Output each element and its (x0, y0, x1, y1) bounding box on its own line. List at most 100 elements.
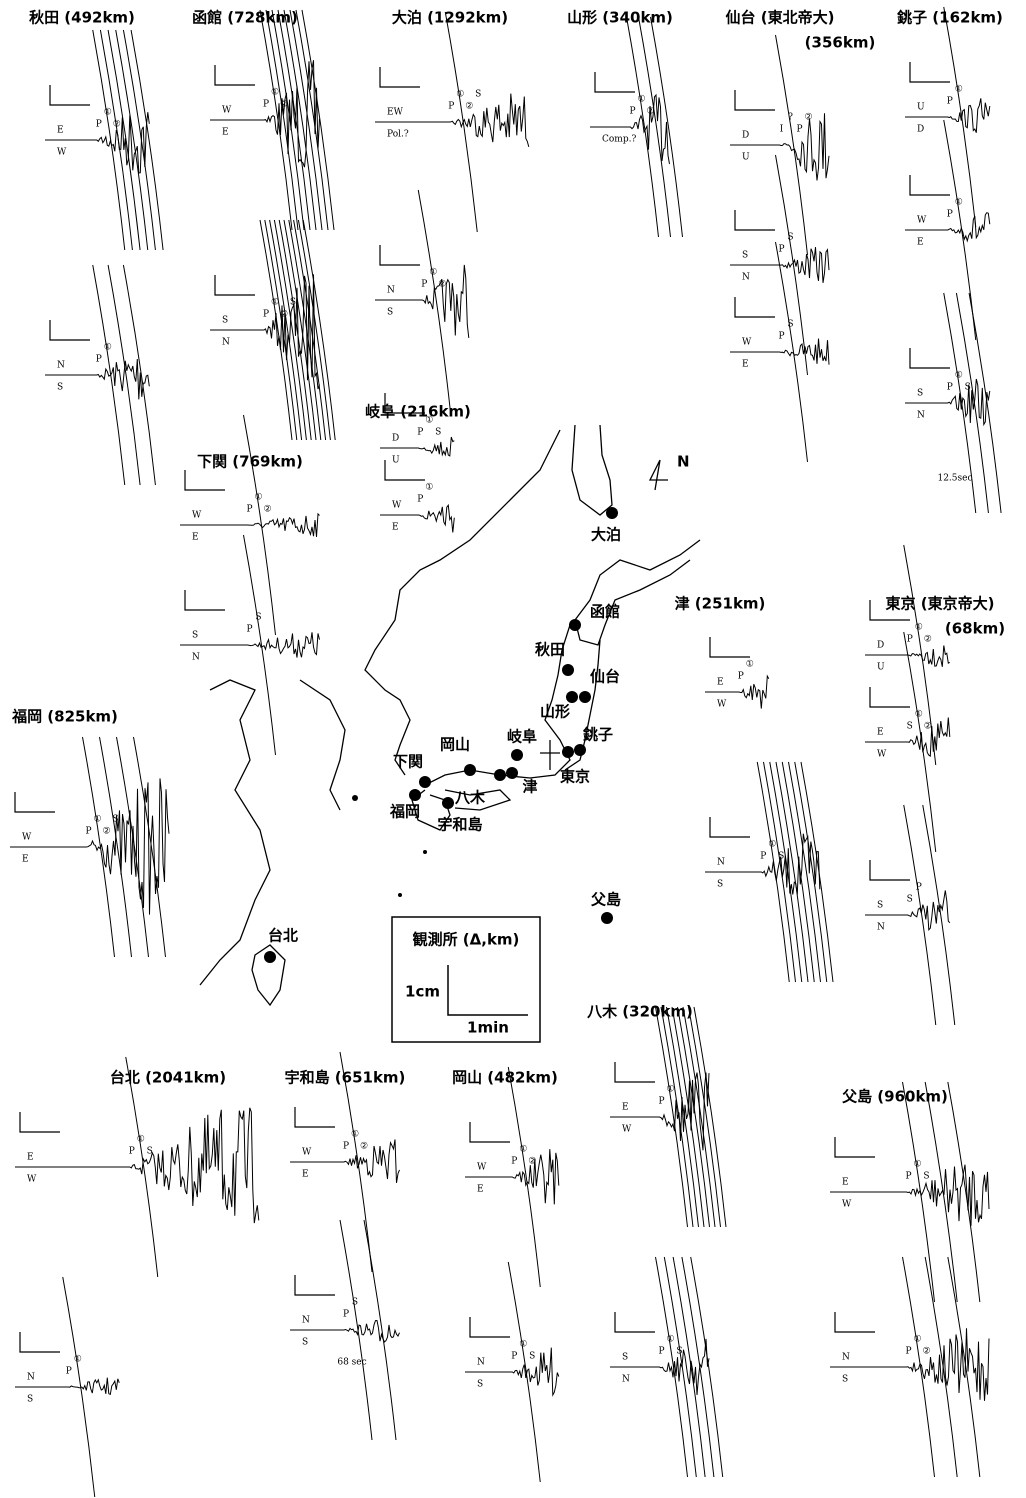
component-label: W (192, 511, 202, 521)
phase-label: P (511, 1352, 517, 1362)
component-label: Comp.? (602, 135, 636, 145)
scale-bar (910, 175, 950, 195)
station: 仙台 (東北帝大)(356km)DUI?P②SNPSWEPS (726, 9, 876, 463)
station-title: 福岡 (825km) (11, 708, 118, 726)
phase-label: ① (104, 343, 112, 353)
component-label: W (57, 148, 67, 158)
phase-label: P (85, 827, 91, 837)
component-label: W (27, 1175, 37, 1185)
phase-label: P (263, 100, 269, 110)
station-dot (264, 951, 276, 963)
component-label: N (192, 653, 200, 663)
phase-label: P (907, 635, 913, 645)
scale-bar (710, 637, 750, 657)
phase-label: P (246, 505, 252, 515)
phase-label: P (96, 120, 102, 130)
scale-bar (295, 1107, 335, 1127)
phase-label: S (907, 722, 913, 732)
phase-label: P (343, 1142, 349, 1152)
phase-label: ① (519, 1340, 527, 1350)
component-label: N (27, 1373, 35, 1383)
phase-label: S (255, 613, 261, 623)
map-label: 父島 (590, 891, 621, 909)
phase-label: ① (955, 371, 963, 381)
trace-arc (672, 1007, 704, 1227)
component-label: S (742, 251, 748, 261)
station: 津 (251km)EWP①NSP①S (675, 595, 833, 983)
phase-label: ① (768, 840, 776, 850)
scale-bar (185, 470, 225, 490)
waveform (590, 95, 670, 164)
component-label: S (477, 1380, 483, 1390)
scale-bar (15, 792, 55, 812)
component-label: W (917, 216, 927, 226)
station-dot (574, 744, 586, 756)
phase-label: S (778, 852, 784, 862)
phase-label: ? (788, 113, 793, 123)
station-dot (464, 764, 476, 776)
scale-bar (595, 72, 635, 92)
station: 岐阜 (216km)DUP①SWEP① (365, 393, 471, 533)
phase-label: ① (746, 660, 754, 670)
map-label: 津 (522, 778, 537, 796)
phase-label: ① (351, 1130, 359, 1140)
phase-label: ② (924, 722, 932, 732)
phase-label: S (787, 320, 793, 330)
legend-title: 観測所 (Δ,km) (413, 931, 520, 949)
component-label: W (392, 501, 402, 511)
scale-bar (870, 860, 910, 880)
scale-bar (910, 62, 950, 82)
station-title: 秋田 (492km) (29, 9, 135, 27)
phase-label: ② (646, 107, 654, 117)
scale-bar (50, 85, 90, 105)
station-dot (409, 789, 421, 801)
station-dot (506, 767, 518, 779)
scale-bar (215, 275, 255, 295)
component-label: S (192, 631, 198, 641)
component-label: E (27, 1153, 34, 1163)
phase-label: ① (425, 416, 433, 426)
component-label: D (877, 641, 884, 651)
map-label: 下関 (393, 753, 423, 771)
phase-label: ② (924, 635, 932, 645)
phase-label: P (66, 1367, 72, 1377)
phase-label: ① (429, 268, 437, 278)
islet (423, 850, 427, 854)
phase-label: P (778, 332, 784, 342)
phase-label: P (417, 495, 423, 505)
scale-bar (835, 1312, 875, 1332)
phase-label: ① (137, 1135, 145, 1145)
station-dot (442, 797, 454, 809)
coast (200, 680, 270, 985)
phase-label: ① (915, 710, 923, 720)
trace-arc (627, 17, 659, 237)
phase-label: P (905, 1172, 911, 1182)
trace-arc (123, 265, 155, 485)
component-label: E (717, 678, 724, 688)
scale-bar (735, 90, 775, 110)
component-label: E (842, 1178, 849, 1188)
phase-label: ① (519, 1145, 527, 1155)
station-dot (511, 749, 523, 761)
station: 宇和島 (651km)68 secWEP①②NSPS (285, 1052, 406, 1440)
component-label: N (387, 286, 395, 296)
map-label: 大泊 (591, 526, 621, 544)
phase-label: S (112, 815, 118, 825)
station-title: 父島 (960km) (841, 1088, 948, 1106)
legend-scale (448, 965, 528, 1015)
component-label: S (877, 901, 883, 911)
component-label: N (842, 1353, 850, 1363)
component-label: N (622, 1375, 630, 1385)
coast (575, 540, 700, 645)
phase-label: P (658, 1097, 664, 1107)
component-label: E (917, 238, 924, 248)
station-title: 大泊 (1292km) (392, 9, 508, 27)
station-title: 台北 (2041km) (110, 1069, 226, 1087)
phase-label: S (290, 298, 296, 308)
component-label: N (302, 1316, 310, 1326)
phase-label: P (448, 102, 454, 112)
